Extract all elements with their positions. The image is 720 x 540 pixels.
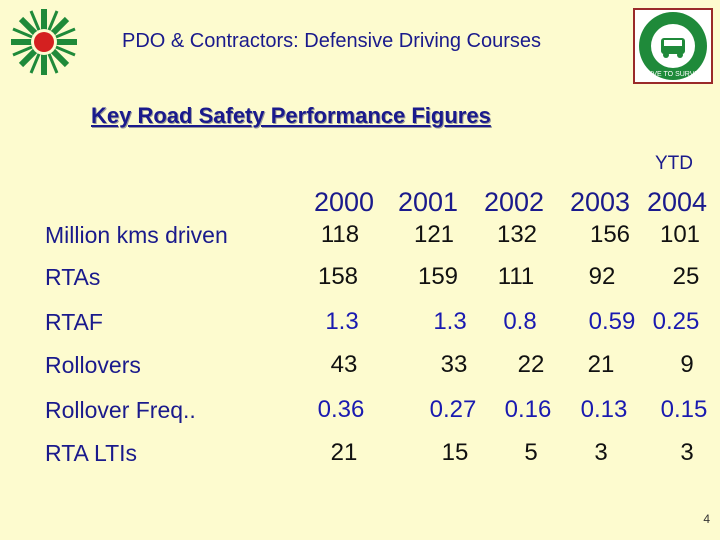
row-label: RTAs [45,264,101,290]
table-cell: 0.13 [580,396,628,423]
table-cell: 0.25 [652,308,700,335]
table-cell: 25 [672,263,700,290]
table-cell: 0.8 [503,308,537,335]
table-cell: 0.59 [588,308,636,335]
row-label: Rollover Freq.. [45,397,196,423]
table-cell: 0.27 [429,396,477,423]
ytd-label: YTD [655,153,693,174]
table-cell: 15 [441,439,469,466]
table-cell: 5 [524,439,538,466]
table-cell: 3 [680,439,694,466]
table-cell: 3 [594,439,608,466]
table-cell: 0.36 [317,396,365,423]
logo-red-center [34,32,54,52]
year-header: 2002 [484,187,545,217]
table-cell: 0.16 [504,396,552,423]
table-cell: 111 [497,263,535,290]
table-cell: 21 [330,439,358,466]
row-label: RTA LTIs [45,440,138,466]
pdo-logo [11,9,77,75]
table-cell: 159 [417,263,459,290]
table-cell: 21 [587,351,615,378]
table-cell: 92 [588,263,616,290]
row-label: RTAF [45,309,103,335]
section-title: Key Road Safety Performance Figures [91,103,491,128]
table-cell: 0.15 [660,396,708,423]
year-header: 2001 [398,187,459,217]
table-cell: 1.3 [325,308,359,335]
drive-to-survive-logo: DRIVE TO SURVIVE [633,8,713,84]
table-cell: 121 [413,221,455,248]
table-cell: 22 [517,351,545,378]
badge-text: DRIVE TO SURVIVE [640,71,706,78]
table-cell: 9 [680,351,694,378]
row-label: Million kms driven [45,222,228,248]
row-label: Rollovers [45,352,141,378]
table-cell: 101 [659,221,701,248]
year-header: 2000 [314,187,375,217]
table-cell: 118 [320,221,360,248]
table-cell: 1.3 [433,308,467,335]
table-cell: 132 [496,221,538,248]
year-header: 2004 [647,187,708,217]
table-cell: 156 [589,221,631,248]
table-cell: 43 [330,351,358,378]
table-cell: 33 [440,351,468,378]
header-title: PDO & Contractors: Defensive Driving Cou… [122,30,542,52]
page-number: 4 [703,512,710,526]
year-header: 2003 [570,187,631,217]
table-cell: 158 [317,263,359,290]
